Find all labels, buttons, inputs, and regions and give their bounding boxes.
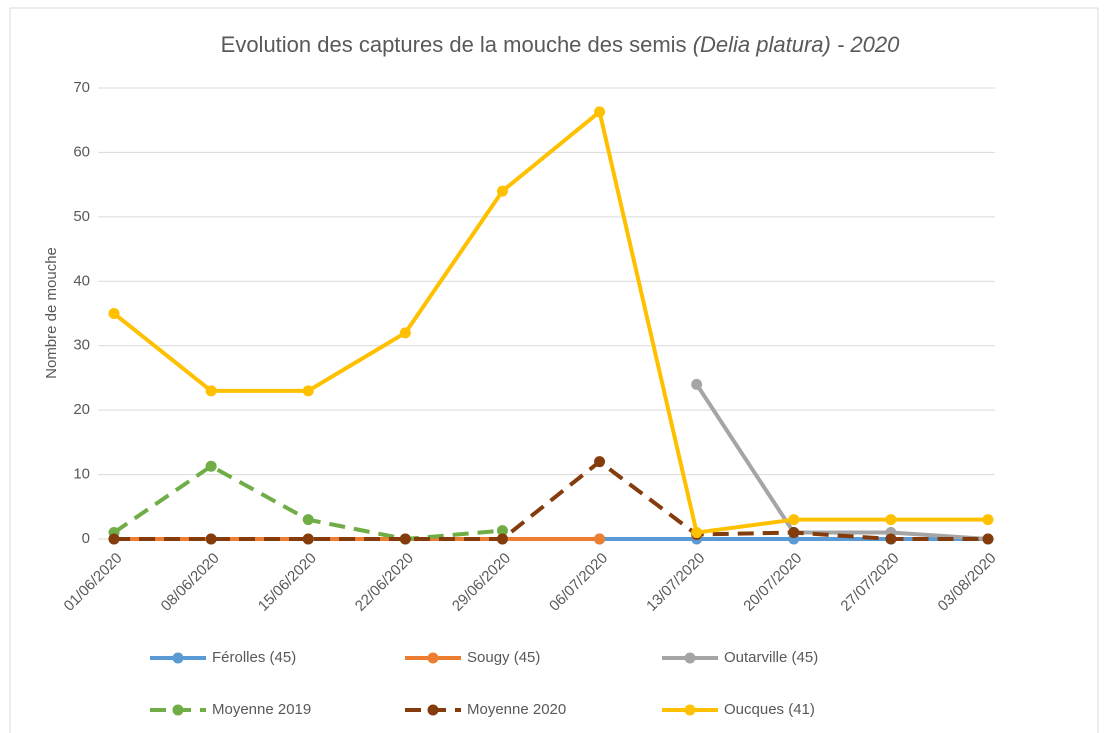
y-tick-label: 40 [73, 272, 90, 289]
y-tick-label: 10 [73, 466, 90, 483]
y-axis-title: Nombre de mouche [43, 247, 60, 379]
y-tick-label: 70 [73, 79, 90, 96]
series-line [112, 109, 988, 535]
series-marker [885, 533, 897, 545]
series-marker [399, 533, 411, 545]
series-marker [691, 378, 703, 390]
series-marker [205, 533, 217, 545]
y-tick-label: 60 [73, 143, 90, 160]
legend-label: Moyenne 2020 [467, 701, 566, 718]
series-marker [205, 460, 217, 472]
chart-frame [9, 7, 1099, 733]
title-main: Evolution des captures de la mouche des … [221, 32, 687, 57]
legend-marker [684, 652, 696, 664]
series-marker [691, 527, 703, 539]
series-marker [302, 533, 314, 545]
series-marker [788, 527, 800, 539]
series-marker [594, 533, 606, 545]
series-marker [205, 385, 217, 397]
series-marker [496, 533, 508, 545]
series-marker [302, 514, 314, 526]
series-marker [302, 385, 314, 397]
series-marker [108, 308, 120, 319]
series-marker [982, 533, 994, 545]
legend-marker [427, 704, 439, 716]
series-marker [399, 327, 411, 339]
y-tick-label: 50 [73, 208, 90, 225]
legend-marker [427, 652, 439, 664]
series-marker [788, 514, 800, 526]
legend-marker [172, 704, 184, 716]
series-marker [594, 106, 606, 118]
title-italic: (Delia platura) - 2020 [693, 32, 900, 57]
series-marker [982, 514, 994, 526]
series-marker [496, 525, 508, 537]
legend-marker [684, 704, 696, 716]
chart-title: Evolution des captures de la mouche des … [221, 32, 900, 57]
legend-label: Moyenne 2019 [212, 701, 311, 718]
legend-label: Oucques (41) [724, 701, 815, 718]
y-tick-label: 30 [73, 337, 90, 354]
legend-label: Sougy (45) [467, 649, 540, 666]
series-line [114, 459, 988, 541]
legend-label: Outarville (45) [724, 649, 818, 666]
series-marker [108, 533, 120, 545]
series-marker [885, 514, 897, 526]
series-marker [594, 456, 606, 468]
y-tick-label: 20 [73, 401, 90, 418]
legend-label: Férolles (45) [212, 649, 296, 666]
legend-marker [172, 652, 184, 664]
series-line [694, 383, 989, 541]
series-marker [496, 185, 508, 197]
y-tick-label: 0 [82, 530, 90, 547]
